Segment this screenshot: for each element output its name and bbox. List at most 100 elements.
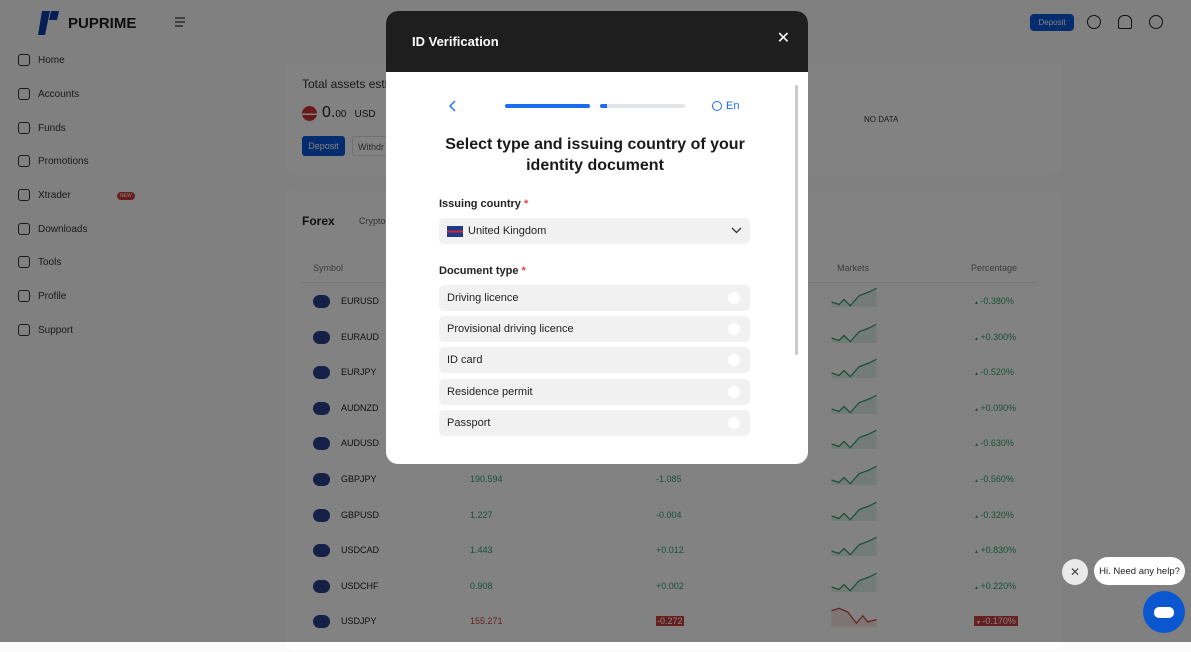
sparkline-chart (831, 323, 877, 343)
symbol-cell: GBPJPY (341, 474, 377, 484)
sidebar-item-profile[interactable]: Profile (18, 288, 66, 304)
issuing-country-select[interactable]: United Kingdom (439, 218, 750, 244)
radio-button[interactable] (728, 323, 740, 336)
option-label: Driving licence (447, 292, 519, 304)
percentage-cell: -0.320% (980, 509, 1014, 520)
globe-icon[interactable] (1087, 15, 1101, 29)
header-symbol: Symbol (313, 263, 344, 273)
option-label: Passport (447, 416, 491, 429)
table-row[interactable]: GBPUSD 1.227 -0.004 ▲ -0.320% (302, 501, 1037, 546)
menu-icon[interactable] (173, 15, 187, 29)
globe-icon (712, 101, 722, 111)
issuing-country-label: Issuing country (439, 198, 521, 210)
sidebar-item-downloads[interactable]: Downloads (18, 221, 87, 237)
back-arrow-icon[interactable] (448, 100, 458, 112)
bell-icon[interactable] (1118, 15, 1132, 29)
sidebar-item-label: Home (38, 54, 65, 66)
price-cell: 1.443 (470, 545, 493, 556)
tab-forex[interactable]: Forex (302, 214, 335, 228)
change-cell: +0.012 (656, 545, 684, 556)
price-cell: 1.227 (470, 509, 493, 520)
sidebar-item-home[interactable]: Home (18, 52, 65, 68)
sparkline-chart (831, 394, 877, 414)
change-cell: -0.004 (656, 509, 682, 520)
profile-icon (18, 290, 30, 302)
sidebar-item-label: Funds (38, 122, 66, 134)
symbol-cell: AUDNZD (341, 402, 379, 413)
currency-select[interactable]: USD (354, 109, 376, 120)
option-label: Residence permit (447, 385, 533, 398)
close-icon[interactable]: ✕ (776, 30, 790, 47)
chat-bubble-icon (1154, 606, 1174, 618)
sidebar-item-funds[interactable]: Funds (18, 120, 66, 136)
radio-button[interactable] (728, 292, 740, 304)
symbol-cell: USDJPY (341, 616, 377, 627)
sidebar-item-accounts[interactable]: Accounts (18, 86, 79, 102)
sparkline-chart (831, 465, 877, 485)
sparkline-chart (831, 501, 877, 521)
sidebar-item-support[interactable]: Support (18, 322, 73, 338)
modal-scrollbar[interactable] (795, 85, 798, 355)
modal-heading: Select type and issuing country of your … (445, 136, 745, 174)
header-percentage: Percentage (971, 263, 1018, 273)
chat-greeting[interactable]: Hi. Need any help? (1094, 557, 1185, 585)
percentage-cell: -0.380% (980, 296, 1014, 306)
sidebar-item-label: Tools (38, 256, 62, 268)
no-data-label: NO DATA (864, 115, 899, 124)
uk-flag-icon (447, 225, 463, 237)
gift-icon (18, 155, 30, 167)
sidebar-item-label: Profile (38, 290, 67, 302)
chat-launcher-button[interactable] (1143, 591, 1185, 633)
sparkline-chart (831, 536, 877, 557)
brand-name: PUPRIME (68, 14, 137, 32)
table-row[interactable]: AUDUSD ▲ -0.630% (302, 430, 1037, 474)
triangle-up-icon: ▲ (974, 300, 981, 306)
triangle-up-icon: ▲ (974, 371, 981, 378)
percentage-cell: -0.520% (980, 367, 1014, 378)
sparkline-chart (831, 287, 877, 307)
sidebar-item-label: Accounts (38, 88, 80, 100)
download-icon (18, 223, 30, 235)
document-type-option[interactable]: Provisional driving licence (439, 316, 750, 343)
sidebar-item-promotions[interactable]: Promotions (18, 153, 89, 169)
sidebar-item-tools[interactable]: Tools (18, 254, 61, 270)
percentage-cell: +0.090% (980, 402, 1017, 413)
deposit-button[interactable]: Deposit (302, 136, 345, 156)
topbar-deposit-button[interactable]: Deposit (1030, 14, 1074, 31)
language-selector[interactable]: En (712, 100, 739, 112)
table-row[interactable]: GBPJPY 190.594 -1.085 ▲ -0.560% (302, 465, 1037, 510)
currency-pair-flag-icon (313, 579, 330, 593)
progress-step-2 (600, 104, 685, 108)
wallet-icon (18, 122, 30, 134)
language-label: En (726, 100, 740, 112)
symbol-cell: USDCAD (341, 545, 380, 556)
currency-pair-flag-icon (313, 295, 330, 308)
document-type-option[interactable]: ID card (439, 347, 750, 374)
chat-dismiss-close-icon[interactable]: ✕ (1062, 559, 1088, 585)
sidebar-item-label: Support (38, 324, 74, 336)
chevron-down-icon (731, 227, 742, 234)
radio-button[interactable] (728, 354, 740, 367)
table-row[interactable]: USDJPY 155.271 -0.272 ▼ -0.170% (302, 607, 1037, 652)
brand-logo[interactable]: PUPRIME (34, 9, 136, 37)
radio-button[interactable] (728, 416, 740, 429)
radio-button[interactable] (728, 385, 740, 398)
triangle-down-icon: ▼ (976, 620, 983, 627)
table-row[interactable]: USDCHF 0.908 +0.002 ▲ +0.220% (302, 572, 1037, 617)
change-cell: -0.272 (656, 616, 684, 627)
table-row[interactable]: USDCAD 1.443 +0.012 ▲ +0.830% (302, 536, 1037, 581)
user-icon[interactable] (1149, 15, 1163, 29)
sidebar-item-xtrader[interactable]: Xtrader (18, 187, 71, 203)
table-row[interactable]: EURAUD ▲ +0.300% (302, 323, 1037, 368)
issuing-country-value: United Kingdom (468, 225, 547, 237)
table-row[interactable]: EURJPY ▲ -0.520% (302, 358, 1037, 403)
document-type-option[interactable]: Residence permit (439, 378, 750, 405)
document-type-option[interactable]: Passport (439, 409, 750, 436)
price-cell: 155.271 (470, 616, 503, 627)
table-row[interactable]: AUDNZD ▲ +0.090% (302, 394, 1037, 439)
price-cell: 190.594 (470, 474, 503, 484)
document-type-option[interactable]: Driving licence (439, 285, 750, 311)
tab-crypto[interactable]: Crypto (359, 216, 386, 226)
option-label: ID card (447, 354, 483, 367)
table-row[interactable]: EURUSD ▲ -0.380% (302, 287, 1037, 332)
